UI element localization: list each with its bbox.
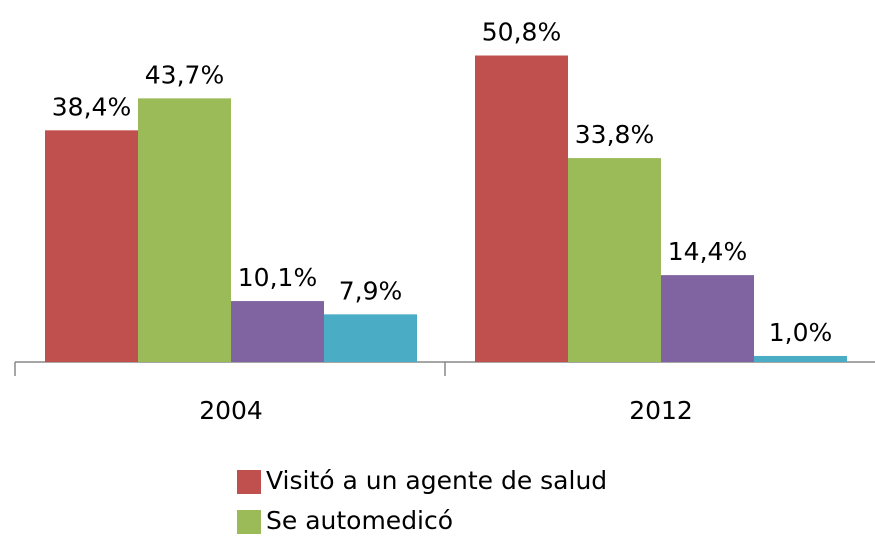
bar [45, 130, 138, 362]
x-tick-label: 2004 [199, 396, 263, 425]
value-label: 33,8% [575, 120, 654, 149]
bar [568, 158, 661, 362]
value-label: 38,4% [52, 92, 131, 121]
legend-swatch [237, 470, 261, 494]
bar [475, 55, 568, 363]
value-label: 50,8% [482, 18, 561, 47]
bar [138, 98, 231, 363]
bar [231, 301, 324, 362]
bar [754, 355, 847, 362]
legend-label: Se automedicó [266, 506, 453, 535]
legend-label: Visitó a un agente de salud [266, 466, 607, 495]
value-label: 10,1% [238, 263, 317, 292]
x-tick-label: 2012 [629, 396, 693, 425]
value-label: 1,0% [769, 318, 833, 347]
legend-swatch [237, 510, 261, 534]
value-label: 14,4% [668, 237, 747, 266]
value-label: 7,9% [339, 276, 403, 305]
bar [661, 275, 754, 362]
value-label: 43,7% [145, 60, 224, 89]
bar [324, 314, 417, 362]
